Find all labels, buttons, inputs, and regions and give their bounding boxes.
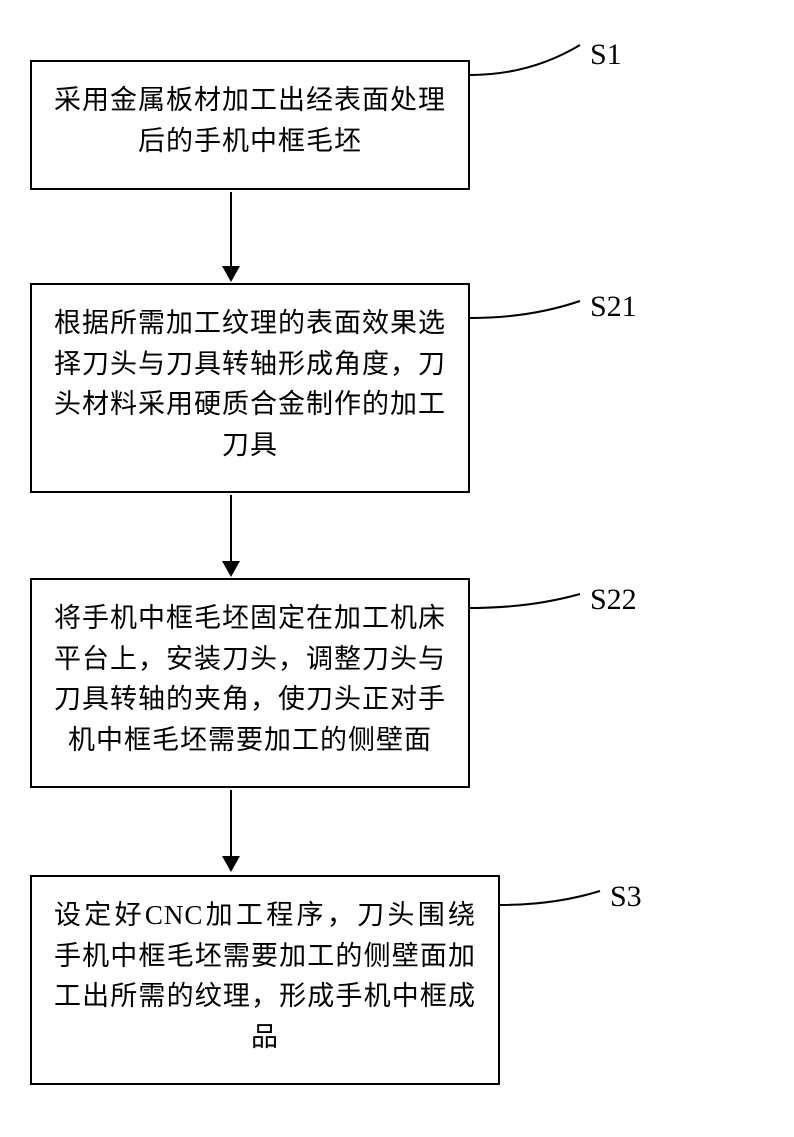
process-box-s21: 根据所需加工纹理的表面效果选择刀头与刀具转轴形成角度，刀头材料采用硬质合金制作的… — [30, 283, 470, 493]
arrow-2 — [230, 495, 232, 575]
box-text: 采用金属板材加工出经表面处理后的手机中框毛坯 — [54, 80, 446, 161]
arrow-1 — [230, 192, 232, 280]
label-s1: S1 — [590, 38, 622, 72]
process-box-s22: 将手机中框毛坯固定在加工机床平台上，安装刀头，调整刀头与刀具转轴的夹角，使刀头正… — [30, 578, 470, 788]
connector-s3 — [500, 885, 610, 925]
connector-s1 — [470, 40, 590, 90]
connector-s22 — [470, 588, 590, 628]
connector-s21 — [470, 293, 590, 333]
box-text: 设定好CNC加工程序，刀头围绕手机中框毛坯需要加工的侧壁面加工出所需的纹理，形成… — [54, 895, 476, 1057]
box-text: 将手机中框毛坯固定在加工机床平台上，安装刀头，调整刀头与刀具转轴的夹角，使刀头正… — [54, 598, 446, 760]
flowchart-container: 采用金属板材加工出经表面处理后的手机中框毛坯 S1 根据所需加工纹理的表面效果选… — [0, 0, 794, 1137]
label-s22: S22 — [590, 583, 637, 617]
process-box-s1: 采用金属板材加工出经表面处理后的手机中框毛坯 — [30, 60, 470, 190]
process-box-s3: 设定好CNC加工程序，刀头围绕手机中框毛坯需要加工的侧壁面加工出所需的纹理，形成… — [30, 875, 500, 1085]
box-text: 根据所需加工纹理的表面效果选择刀头与刀具转轴形成角度，刀头材料采用硬质合金制作的… — [54, 303, 446, 465]
label-s21: S21 — [590, 290, 637, 324]
arrow-3 — [230, 790, 232, 870]
label-s3: S3 — [610, 880, 642, 914]
